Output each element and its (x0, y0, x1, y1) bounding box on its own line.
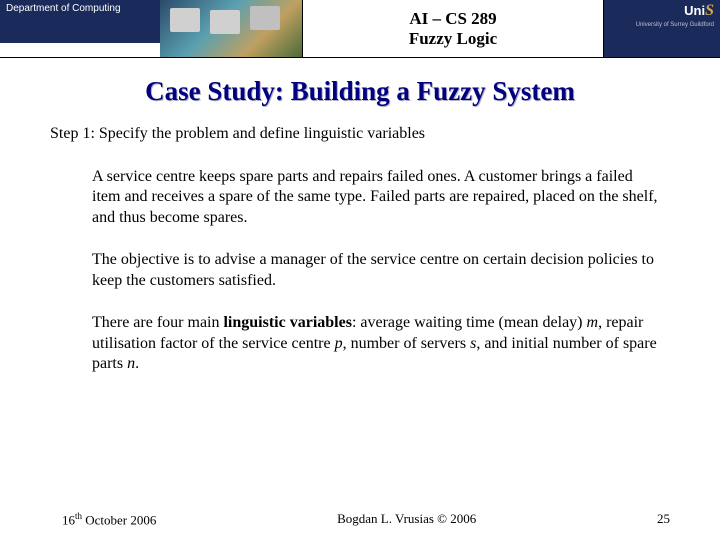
footer-author: Bogdan L. Vrusias © 2006 (337, 511, 476, 528)
uni-banner: UniS University of Surrey Guildford (604, 0, 720, 57)
paragraph-2: The objective is to advise a manager of … (92, 250, 662, 291)
footer-page: 25 (657, 511, 670, 528)
slide-header: Department of Computing AI – CS 289 Fuzz… (0, 0, 720, 58)
slide-title: Case Study: Building a Fuzzy System (50, 76, 670, 107)
uni-logo: UniS (684, 2, 714, 20)
uni-sublabel: University of Surrey Guildford (636, 22, 714, 29)
paragraph-1: A service centre keeps spare parts and r… (92, 167, 662, 228)
dept-banner: Department of Computing (0, 0, 160, 57)
course-box: AI – CS 289 Fuzzy Logic (302, 0, 604, 57)
slide-content: Case Study: Building a Fuzzy System Step… (0, 58, 720, 375)
course-topic: Fuzzy Logic (409, 29, 497, 49)
course-code: AI – CS 289 (409, 9, 496, 29)
paragraph-3: There are four main linguistic variables… (92, 313, 662, 374)
step-heading: Step 1: Specify the problem and define l… (50, 125, 670, 143)
footer-date: 16th October 2006 (62, 511, 156, 528)
slide-footer: 16th October 2006 Bogdan L. Vrusias © 20… (0, 511, 720, 528)
dept-label: Department of Computing (6, 3, 121, 14)
header-photo (160, 0, 302, 57)
